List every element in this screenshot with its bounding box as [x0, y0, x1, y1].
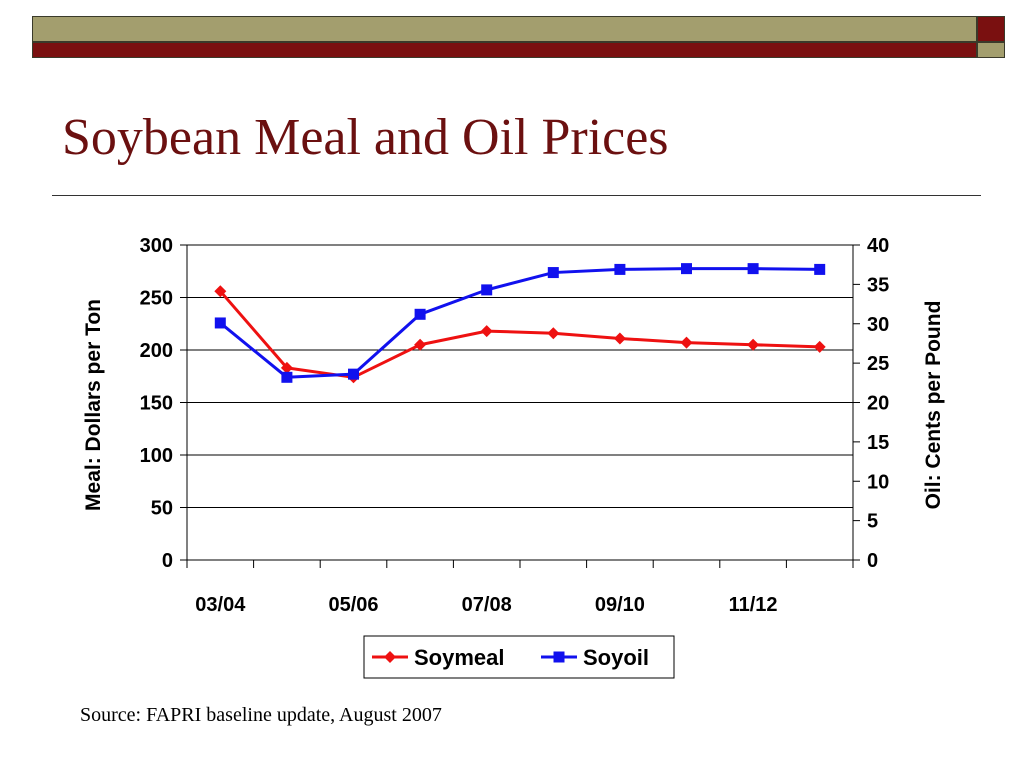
x-tick-label: 09/10 [595, 594, 645, 616]
soyoil-point [814, 263, 826, 275]
y-left-tick-label: 50 [151, 498, 173, 520]
y-left-tick-label: 100 [140, 445, 173, 467]
legend-soymeal-marker [384, 651, 396, 663]
soyoil-point [614, 263, 626, 275]
y-left-axis-title: Meal: Dollars per Ton [82, 299, 105, 511]
y-right-tick-label: 15 [867, 432, 889, 454]
soymeal-point [280, 361, 293, 374]
slide-title: Soybean Meal and Oil Prices [62, 109, 669, 166]
header-corner-olive [977, 42, 1005, 58]
header-corner-maroon [977, 16, 1005, 42]
x-tick-label: 11/12 [729, 594, 778, 616]
y-left-tick-label: 300 [140, 235, 173, 257]
soymeal-point [214, 285, 227, 298]
legend-soyoil-label: Soyoil [583, 645, 649, 670]
y-right-tick-label: 5 [867, 511, 878, 533]
y-left-tick-label: 150 [140, 393, 173, 415]
legend-soymeal-label: Soymeal [414, 645, 505, 670]
x-tick-label: 07/08 [462, 594, 512, 616]
soymeal-point [813, 340, 826, 353]
y-right-axis-title: Oil: Cents per Pound [922, 301, 945, 510]
soyoil-point [214, 317, 226, 329]
title-divider [52, 195, 981, 196]
soyoil-point [414, 308, 426, 320]
y-right-tick-label: 0 [867, 550, 878, 572]
y-right-tick-label: 35 [867, 274, 889, 296]
source-note: Source: FAPRI baseline update, August 20… [80, 704, 442, 726]
soyoil-point [481, 284, 493, 296]
legend-box [363, 635, 675, 679]
y-left-tick-label: 250 [140, 288, 173, 310]
y-left-tick-label: 0 [162, 550, 173, 572]
y-right-tick-label: 25 [867, 353, 889, 375]
soyoil-point [281, 371, 293, 383]
soyoil-point [348, 368, 359, 380]
soymeal-point [480, 325, 493, 338]
y-right-tick-label: 30 [867, 314, 889, 336]
y-right-tick-label: 10 [867, 471, 889, 493]
soymeal-point [414, 338, 427, 351]
y-right-tick-label: 20 [867, 393, 889, 415]
soymeal-point [680, 336, 693, 349]
header-bar-olive [32, 16, 977, 42]
y-left-tick-label: 200 [140, 340, 173, 362]
soymeal-point [613, 332, 626, 345]
soymeal-line [219, 290, 820, 379]
x-tick-label: 03/04 [195, 594, 246, 616]
soyoil-line [219, 267, 820, 379]
soyoil-point [747, 263, 759, 275]
soyoil-point [681, 263, 692, 275]
soymeal-point [547, 327, 560, 340]
x-tick-label: 05/06 [328, 594, 378, 616]
legend-soyoil-marker [553, 651, 565, 663]
soymeal-point [747, 338, 760, 351]
soyoil-point [547, 267, 559, 279]
y-right-tick-label: 40 [867, 235, 889, 257]
header-bar-maroon [32, 42, 977, 58]
